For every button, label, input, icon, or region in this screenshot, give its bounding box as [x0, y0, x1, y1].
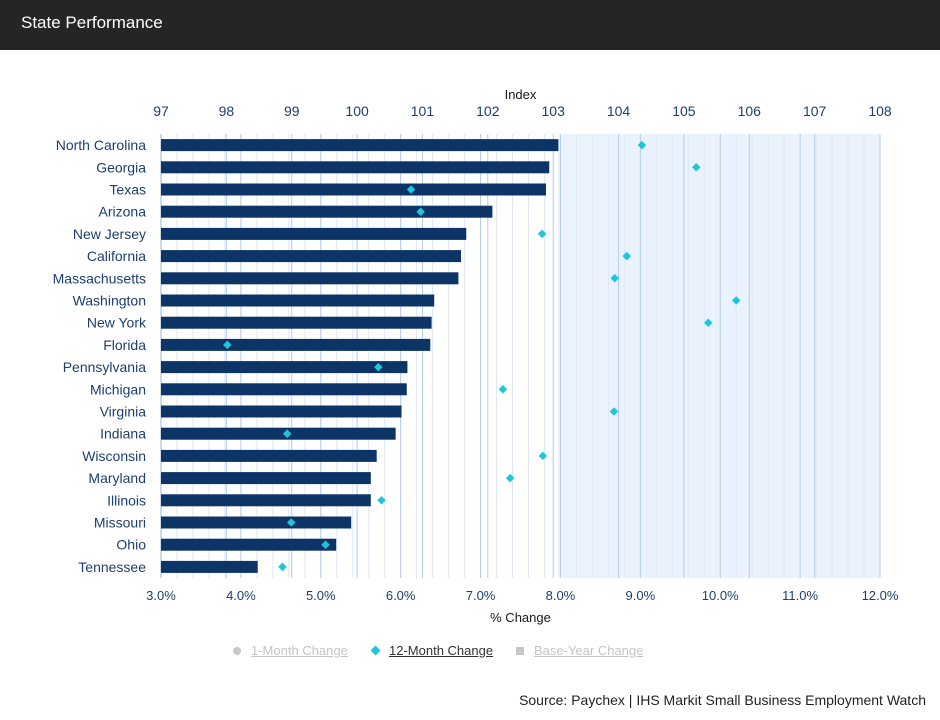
- change-marker: [498, 385, 508, 394]
- top-tick-label: 100: [345, 103, 369, 119]
- index-bar: [161, 338, 431, 351]
- index-bar: [161, 161, 550, 174]
- index-bar: [161, 272, 459, 285]
- top-axis-title: Index: [505, 87, 537, 102]
- index-bar: [161, 427, 396, 440]
- top-tick-label: 107: [803, 103, 827, 119]
- category-label: Wisconsin: [82, 448, 146, 464]
- category-label: Missouri: [94, 515, 146, 531]
- change-marker: [537, 229, 547, 239]
- change-marker: [416, 207, 425, 216]
- bottom-tick-label: 6.0%: [386, 588, 416, 603]
- category-label: Maryland: [88, 470, 146, 486]
- header-bar: State Performance: [0, 0, 940, 50]
- top-tick-label: 103: [542, 103, 566, 119]
- bottom-tick-label: 9.0%: [626, 588, 656, 603]
- category-label: Tennessee: [78, 559, 146, 575]
- category-label: New Jersey: [73, 226, 146, 242]
- category-label: Ohio: [116, 537, 146, 553]
- page-title: State Performance: [21, 13, 163, 32]
- index-bar: [161, 538, 337, 551]
- category-label: North Carolina: [56, 137, 146, 153]
- index-bar: [161, 449, 377, 462]
- change-marker: [538, 451, 548, 461]
- category-label: California: [87, 248, 146, 264]
- bottom-axis-title: % Change: [490, 610, 551, 625]
- index-bar: [161, 405, 402, 418]
- index-bar: [161, 250, 462, 263]
- change-marker: [223, 340, 232, 350]
- bottom-tick-label: 5.0%: [306, 588, 336, 603]
- index-bar: [161, 560, 258, 573]
- index-bar: [161, 205, 493, 218]
- change-marker: [703, 318, 713, 327]
- source-note: Source: Paychex | IHS Markit Small Busin…: [519, 692, 926, 708]
- change-marker: [374, 362, 383, 372]
- change-marker: [610, 274, 620, 283]
- category-label: Florida: [103, 337, 146, 353]
- top-tick-label: 101: [411, 103, 435, 119]
- change-marker: [406, 185, 416, 194]
- index-bar: [161, 494, 371, 507]
- legend-item-12-month[interactable]: 12-Month Change: [370, 643, 494, 658]
- top-tick-label: 104: [607, 103, 631, 119]
- change-marker: [321, 540, 330, 549]
- bottom-tick-label: 11.0%: [782, 588, 818, 603]
- state-performance-chart: Index 97 98 99 100 101 102 103 104 105 106 107 108 3.…: [53, 87, 899, 625]
- change-marker: [282, 429, 292, 438]
- change-marker: [609, 407, 619, 416]
- category-label: Massachusetts: [53, 270, 146, 286]
- category-label: Arizona: [99, 204, 147, 220]
- index-bar: [161, 472, 371, 485]
- legend-item-base-year[interactable]: Base-Year Change: [516, 643, 643, 658]
- diamond-icon: [370, 645, 381, 656]
- bottom-tick-label: 12.0%: [862, 588, 899, 603]
- legend-label-1-month: 1-Month Change: [251, 643, 348, 658]
- category-label: Michigan: [90, 381, 146, 397]
- bottom-tick-label: 10.0%: [702, 588, 739, 603]
- category-label: Illinois: [107, 492, 146, 508]
- index-bar: [161, 183, 546, 196]
- index-bar: [161, 227, 467, 240]
- category-label: Georgia: [96, 159, 146, 175]
- change-marker: [505, 473, 515, 483]
- top-tick-label: 106: [738, 103, 762, 119]
- chart-legend: 1-Month Change 12-Month Change Base-Year…: [230, 643, 710, 663]
- top-tick-label: 102: [476, 103, 500, 119]
- legend-label-base-year: Base-Year Change: [534, 643, 644, 658]
- legend-item-1-month[interactable]: 1-Month Change: [233, 643, 348, 658]
- legend-label-12-month: 12-Month Change: [389, 643, 494, 658]
- category-label: Washington: [73, 293, 146, 309]
- category-label: New York: [87, 315, 147, 331]
- index-bar: [161, 294, 435, 307]
- highlight-region: [558, 134, 880, 578]
- bottom-tick-label: 7.0%: [466, 588, 496, 603]
- change-marker: [286, 518, 296, 527]
- circle-icon: [233, 646, 241, 655]
- index-bar: [161, 361, 408, 374]
- index-bar: [161, 316, 432, 329]
- top-tick-label: 108: [868, 103, 892, 119]
- index-bar: [161, 516, 352, 529]
- change-marker: [377, 496, 386, 505]
- top-tick-label: 99: [284, 103, 300, 119]
- index-bar: [161, 139, 559, 152]
- square-icon: [516, 646, 524, 655]
- category-label: Texas: [109, 182, 146, 198]
- category-label: Virginia: [100, 404, 147, 420]
- top-tick-label: 105: [672, 103, 696, 119]
- change-marker: [731, 296, 741, 305]
- bottom-tick-label: 3.0%: [146, 588, 176, 603]
- top-tick-label: 98: [219, 103, 235, 119]
- change-marker: [278, 562, 287, 572]
- bottom-tick-label: 4.0%: [226, 588, 256, 603]
- top-tick-label: 97: [153, 103, 169, 119]
- category-label: Pennsylvania: [63, 359, 146, 375]
- index-bar: [161, 383, 407, 396]
- category-label: Indiana: [100, 426, 146, 442]
- bottom-tick-label: 8.0%: [546, 588, 576, 603]
